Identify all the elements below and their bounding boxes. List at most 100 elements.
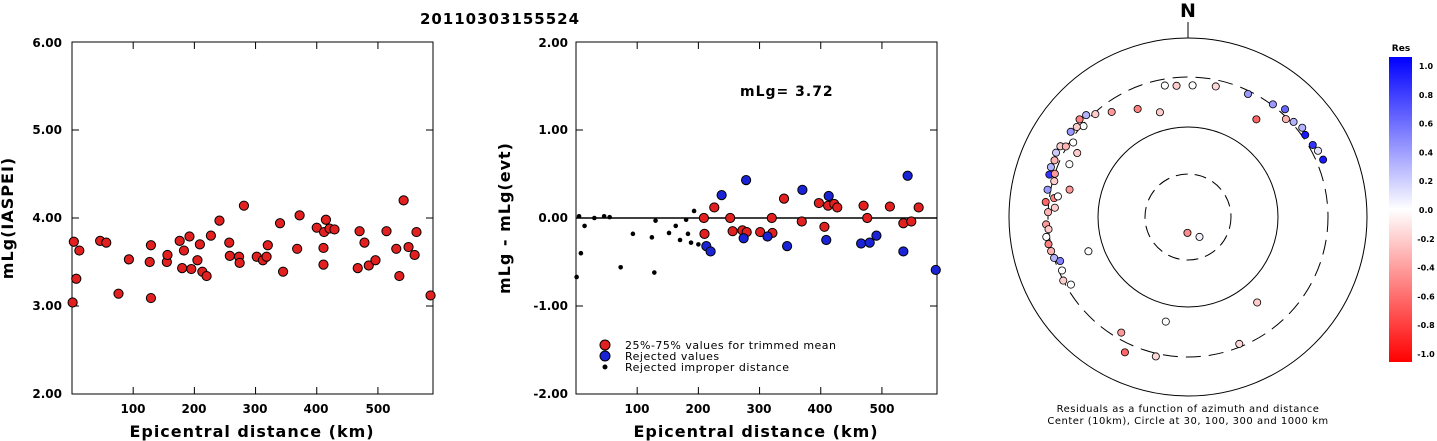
mlg-annotation: mLg= 3.72 <box>740 84 834 100</box>
magnitude-trimmed-point <box>311 222 322 233</box>
polar-residual-point <box>1183 228 1192 237</box>
polar-residual-point <box>1050 169 1059 178</box>
polar-residual-point <box>1053 192 1062 201</box>
residual-trimmed-point <box>755 226 766 238</box>
magnitude-xtick: 100 <box>120 402 145 416</box>
magnitude-trimmed-point <box>144 256 155 268</box>
legend: 25%-75% values for trimmed mean Rejected… <box>599 339 836 374</box>
residual-trimmed-point <box>727 226 738 237</box>
polar-residual-point <box>1069 138 1078 147</box>
magnitude-trimmed-point <box>214 215 225 226</box>
residual-trimmed-point <box>725 212 736 224</box>
ring-1000km <box>1047 76 1329 358</box>
magnitude-trimmed-point <box>68 236 79 247</box>
residual-xtick: 100 <box>624 402 649 416</box>
residual-improper-point <box>578 250 584 256</box>
residual-improper-point <box>574 274 579 280</box>
magnitude-trimmed-point <box>238 200 250 211</box>
polar-residual-point <box>1091 110 1100 119</box>
magnitude-trimmed-point <box>113 288 124 299</box>
polar-residual-point <box>1253 298 1262 307</box>
magnitude-panel: Epicentral distance (km) mLg(IASPEI) 2.0… <box>0 36 436 441</box>
residual-ylabel: mLg - mLg(evt) <box>495 142 514 294</box>
residual-improper-point <box>607 214 612 220</box>
polar-residual-point <box>1073 149 1082 158</box>
polar-residual-point <box>1059 276 1068 285</box>
residual-ytick: 2.00 <box>538 36 568 50</box>
residual-improper-point <box>673 223 679 229</box>
polar-caption-line2: Center (10km), Circle at 30, 100, 300 an… <box>1047 416 1328 427</box>
polar-residual-point <box>1047 247 1056 256</box>
colorbar-tick-label: 0.2 <box>1419 177 1433 186</box>
magnitude-trimmed-point <box>224 237 235 248</box>
magnitude-plot-frame <box>71 41 434 395</box>
polar-residual-point <box>1065 160 1074 169</box>
polar-residual-point <box>1268 100 1277 109</box>
magnitude-ytick: 5.00 <box>32 123 62 137</box>
magnitude-ytick: 3.00 <box>32 299 62 313</box>
magnitude-trimmed-point <box>363 260 374 271</box>
polar-residual-panel: N Residuals as a function of azimuth and… <box>1008 0 1368 427</box>
magnitude-trimmed-point <box>178 245 190 256</box>
polar-residual-point <box>1041 198 1050 207</box>
magnitude-trimmed-point <box>277 266 289 277</box>
polar-residual-point <box>1044 240 1053 249</box>
residual-panel: Epicentral distance (km) mLg - mLg(evt) … <box>495 36 941 441</box>
residual-trimmed-point <box>913 202 924 213</box>
residual-trimmed-point <box>832 202 843 213</box>
residual-trimmed-point <box>906 216 917 227</box>
residual-improper-point <box>576 213 582 219</box>
magnitude-trimmed-point <box>261 251 272 262</box>
colorbar-tick-label: 0.8 <box>1419 91 1434 100</box>
colorbar-tick-label: 0.6 <box>1419 120 1434 129</box>
magnitude-trimmed-point <box>162 249 173 261</box>
residual-trimmed-point <box>766 212 777 224</box>
polar-residual-point <box>1151 352 1160 361</box>
polar-residual-point <box>1044 208 1053 217</box>
polar-residual-point <box>1042 232 1051 241</box>
legend-label-rejected: Rejected values <box>625 350 720 363</box>
residual-improper-point <box>601 213 607 219</box>
ring-300km <box>1097 126 1279 308</box>
ring-100km <box>1144 173 1232 261</box>
magnitude-xtick: 400 <box>303 402 328 416</box>
polar-residual-point <box>1252 115 1261 124</box>
residual-points <box>574 170 941 280</box>
polar-residual-point <box>1050 203 1059 212</box>
polar-residual-point <box>1050 156 1059 165</box>
magnitude-trimmed-point <box>394 270 405 282</box>
magnitude-trimmed-point <box>224 250 235 261</box>
magnitude-trimmed-point <box>67 297 78 308</box>
magnitude-ytick: 6.00 <box>32 36 62 50</box>
magnitude-trimmed-point <box>123 254 135 265</box>
magnitude-trimmed-point <box>391 243 402 254</box>
legend-label-improper: Rejected improper distance <box>625 361 790 374</box>
residual-rejected-point <box>716 190 727 201</box>
polar-residual-point <box>1235 339 1244 348</box>
magnitude-ylabel: mLg(IASPEI) <box>0 157 17 279</box>
residual-rejected-point <box>821 234 832 246</box>
residual-improper-point <box>691 208 697 214</box>
residual-improper-point <box>652 270 657 275</box>
colorbar-tick-label: -0.2 <box>1417 235 1435 244</box>
polar-residual-point <box>1308 140 1317 149</box>
residual-trimmed-point <box>813 197 825 209</box>
magnitude-trimmed-point <box>184 231 195 242</box>
residual-improper-point <box>592 215 597 221</box>
magnitude-trimmed-point <box>186 263 197 275</box>
polar-residual-point <box>1161 317 1170 326</box>
magnitude-trimmed-point <box>101 237 112 248</box>
residual-rejected-point <box>762 231 773 242</box>
polar-residual-point <box>1120 348 1129 357</box>
residual-rejected-point <box>898 246 909 257</box>
residual-improper-point <box>582 223 587 229</box>
residual-improper-point <box>685 231 691 237</box>
residual-improper-point <box>618 264 623 270</box>
magnitude-points <box>67 195 436 308</box>
polar-residual-point <box>1155 108 1164 117</box>
polar-points <box>1041 81 1328 361</box>
residual-rejected-point <box>930 264 941 276</box>
magnitude-trimmed-point <box>145 292 157 304</box>
colorbar-tick-label: -1.0 <box>1417 350 1435 359</box>
polar-residual-point <box>1289 117 1298 126</box>
